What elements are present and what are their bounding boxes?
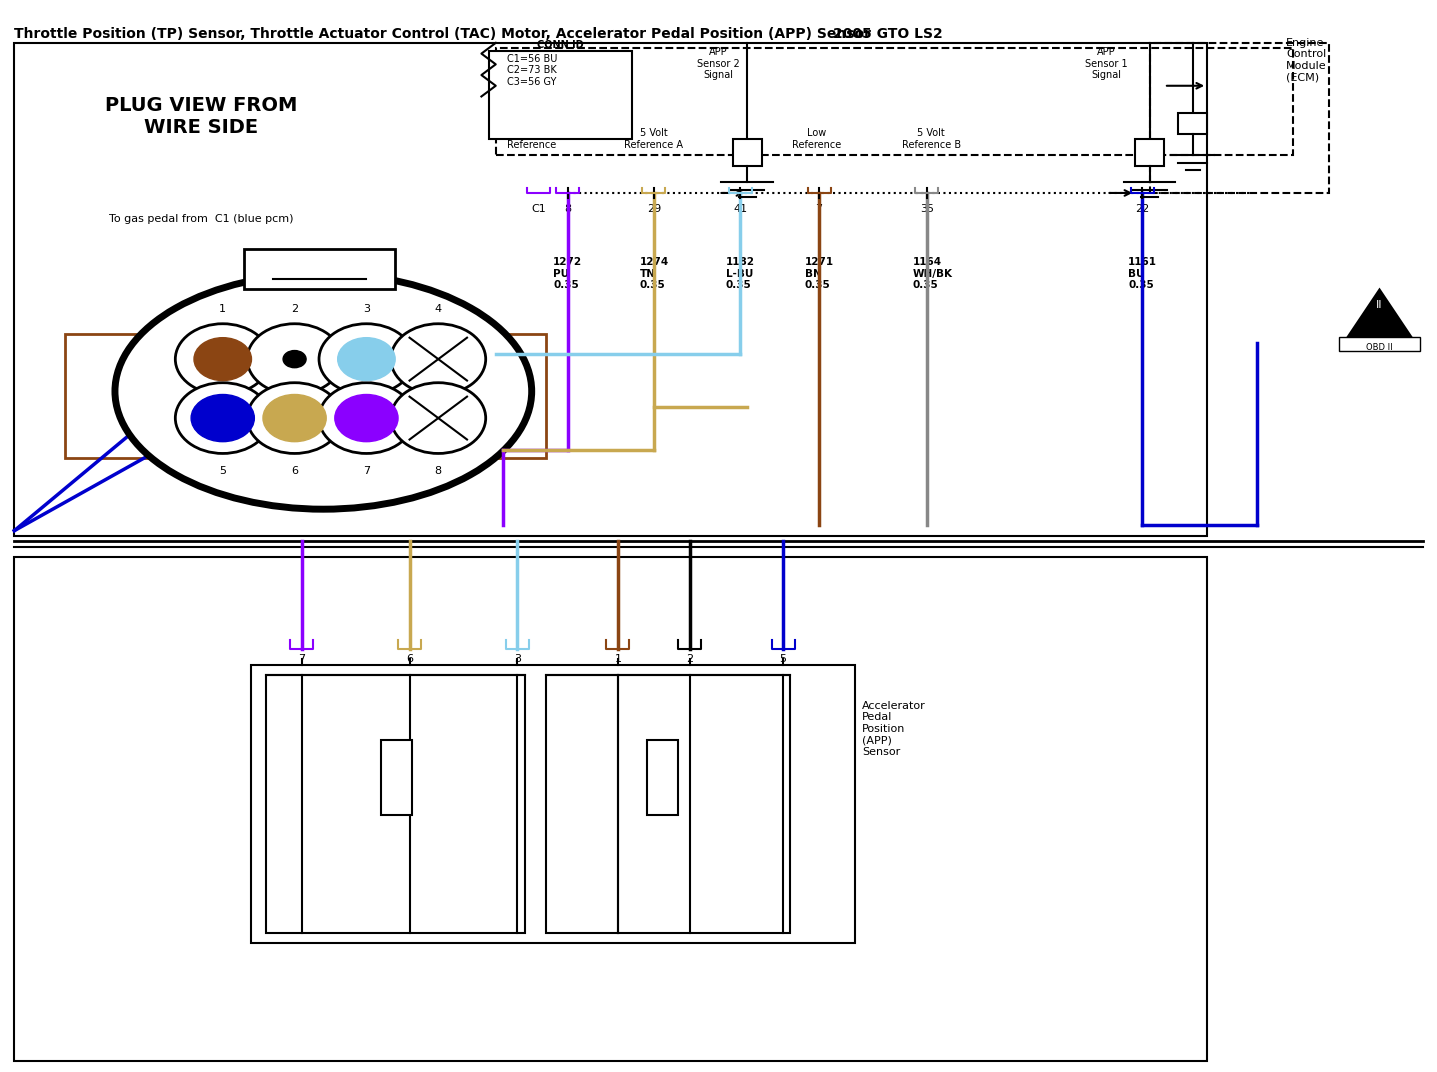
Text: 1182
L-BU
0.35: 1182 L-BU 0.35 [726,257,754,291]
Text: Engine
Control
Module
(ECM): Engine Control Module (ECM) [1286,38,1326,83]
FancyBboxPatch shape [14,43,1207,536]
Text: APP
Sensor 1
Signal: APP Sensor 1 Signal [1085,47,1128,80]
Text: 1271
BN
0.35: 1271 BN 0.35 [805,257,833,291]
Text: 8: 8 [565,204,570,213]
FancyBboxPatch shape [1178,113,1207,134]
Circle shape [391,324,486,394]
FancyBboxPatch shape [647,740,678,815]
Text: C1=56 BU
C2=73 BK
C3=56 GY: C1=56 BU C2=73 BK C3=56 GY [507,54,558,87]
Text: 1: 1 [615,654,621,664]
Text: 1274
TN
0.35: 1274 TN 0.35 [639,257,668,291]
Text: 5 Volt
Reference A: 5 Volt Reference A [624,129,684,150]
Text: 3: 3 [364,304,369,314]
Text: APP
Sensor 2
Signal: APP Sensor 2 Signal [697,47,740,80]
Text: 1161
BU
0.35: 1161 BU 0.35 [1128,257,1157,291]
Text: 6: 6 [407,654,412,664]
Text: OBD II: OBD II [1367,343,1392,352]
Circle shape [175,383,270,453]
Text: Throttle Position (TP) Sensor, Throttle Actuator Control (TAC) Motor, Accelerato: Throttle Position (TP) Sensor, Throttle … [14,27,871,41]
FancyBboxPatch shape [14,557,1207,1061]
Text: CONN ID: CONN ID [537,40,583,49]
Circle shape [319,324,414,394]
Text: 1272
PU
0.35: 1272 PU 0.35 [553,257,582,291]
Text: 5: 5 [220,466,226,476]
Circle shape [319,383,414,453]
Text: To gas pedal from  C1 (blue pcm): To gas pedal from C1 (blue pcm) [109,214,293,224]
Text: 35: 35 [920,204,934,213]
Text: 3: 3 [514,654,520,664]
Text: 2: 2 [687,654,693,664]
Circle shape [283,351,306,368]
Polygon shape [1344,289,1415,343]
FancyBboxPatch shape [1339,337,1420,351]
Circle shape [194,338,251,381]
Text: II: II [1377,300,1382,310]
Text: PLUG VIEW FROM
WIRE SIDE: PLUG VIEW FROM WIRE SIDE [105,96,297,137]
Text: 22: 22 [1135,204,1150,213]
Text: Low
Reference: Low Reference [507,129,556,150]
Text: 4: 4 [435,304,441,314]
FancyBboxPatch shape [381,740,412,815]
Text: 29: 29 [647,204,661,213]
Circle shape [263,394,326,442]
Text: 2: 2 [292,304,297,314]
FancyBboxPatch shape [489,51,632,139]
Text: Low
Reference: Low Reference [792,129,841,150]
Circle shape [391,383,486,453]
Text: 5: 5 [780,654,786,664]
Text: 7: 7 [299,654,305,664]
FancyBboxPatch shape [266,675,525,933]
Circle shape [247,383,342,453]
Text: 8: 8 [435,466,441,476]
Text: C1: C1 [532,204,546,213]
Text: 41: 41 [733,204,747,213]
FancyBboxPatch shape [251,665,855,943]
FancyBboxPatch shape [244,249,395,289]
FancyBboxPatch shape [733,139,762,166]
FancyBboxPatch shape [546,675,790,933]
Text: 5 Volt
Reference B: 5 Volt Reference B [901,129,961,150]
Text: 2005 GTO LS2: 2005 GTO LS2 [833,27,943,41]
Text: 1: 1 [220,304,226,314]
Circle shape [175,324,270,394]
Text: 7: 7 [364,466,369,476]
Text: 6: 6 [292,466,297,476]
Text: Accelerator
Pedal
Position
(APP)
Sensor: Accelerator Pedal Position (APP) Sensor [862,701,925,757]
Circle shape [247,324,342,394]
FancyBboxPatch shape [1135,139,1164,166]
Circle shape [338,338,395,381]
Ellipse shape [115,273,532,509]
Circle shape [335,394,398,442]
Text: 1164
WH/BK
0.35: 1164 WH/BK 0.35 [912,257,953,291]
Text: 7: 7 [816,204,822,213]
Circle shape [191,394,254,442]
